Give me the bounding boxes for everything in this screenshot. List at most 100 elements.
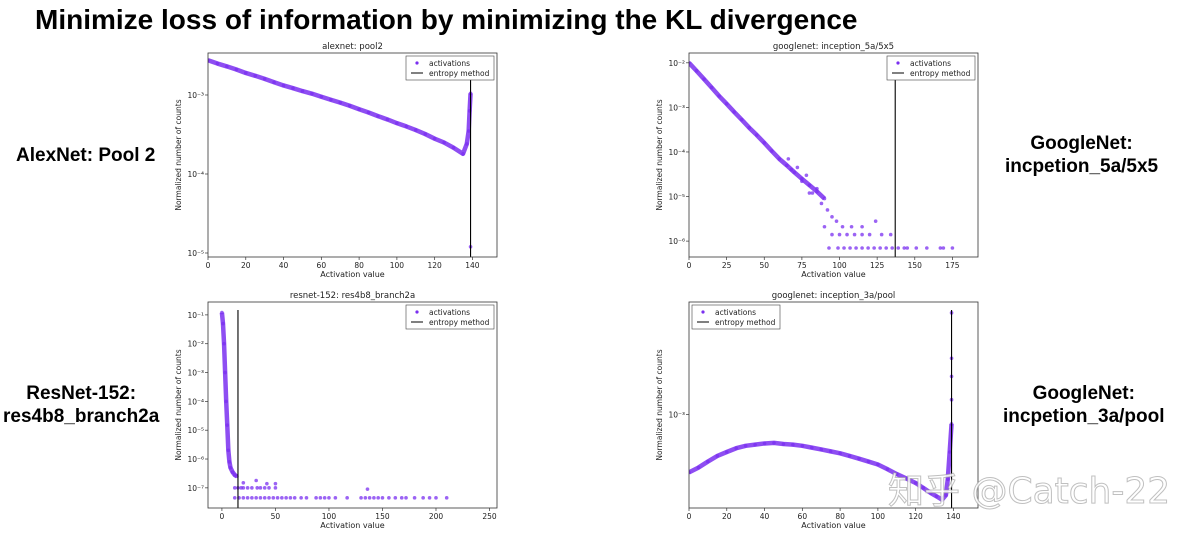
activation-point: [226, 448, 231, 453]
activation-point: [357, 107, 361, 112]
activation-point: [241, 480, 246, 485]
activation-point: [734, 446, 739, 451]
activation-point: [241, 486, 246, 490]
activation-point: [250, 486, 254, 490]
chart-title: alexnet: pool2: [322, 42, 383, 52]
activation-point: [800, 444, 805, 448]
chart-2: googlenet: inception_5a/5x5 Activation va…: [655, 42, 979, 279]
legend-box: [405, 304, 495, 330]
activation-point: [208, 58, 210, 63]
activation-point: [387, 496, 391, 500]
activation-point: [830, 215, 834, 219]
activation-point: [376, 114, 380, 118]
activation-point: [347, 103, 352, 108]
x-tick-label: 50: [759, 261, 769, 270]
activation-point: [224, 399, 228, 404]
activation-point: [291, 86, 295, 90]
activation-point: [232, 486, 237, 490]
x-axis-label: Activation value: [801, 270, 866, 279]
activation-point: [902, 246, 907, 250]
y-tick-label: 10⁻¹: [187, 311, 204, 320]
activation-point: [281, 83, 286, 88]
activation-point: [273, 486, 278, 490]
activation-point: [890, 246, 895, 250]
legend-activations-label: activations: [715, 308, 756, 317]
x-axis-label: Activation value: [320, 270, 385, 279]
activation-point: [807, 191, 812, 195]
x-tick-label: 80: [835, 512, 845, 521]
legend-box: [405, 55, 495, 81]
activation-point: [372, 496, 376, 500]
plot-frame: [207, 301, 498, 509]
plot-frame: [688, 301, 979, 509]
activation-point: [724, 102, 729, 106]
y-tick-label: 10⁻⁴: [187, 170, 204, 179]
activation-point: [461, 152, 465, 156]
y-axis-label: Normalized number of counts: [174, 349, 183, 460]
activation-point: [934, 494, 939, 499]
chart-title: resnet-152: res4b8_branch2a: [290, 291, 415, 301]
activation-point: [940, 497, 944, 502]
activation-point: [395, 121, 399, 125]
activation-point: [854, 246, 858, 250]
label-googlenet-3a: GoogleNet: incpetion_3a/pool: [1003, 382, 1165, 428]
activation-point: [258, 486, 263, 490]
activation-point: [807, 183, 812, 187]
chart-4: googlenet: inception_3a/pool Activation v…: [655, 291, 979, 530]
activation-point: [273, 481, 278, 486]
legend-box: [691, 304, 781, 330]
activation-point: [318, 496, 323, 500]
activation-point: [804, 173, 809, 178]
y-tick-label: 10⁻⁵: [668, 193, 685, 202]
activation-point: [258, 496, 263, 500]
x-tick-label: 100: [390, 261, 405, 270]
activation-point: [363, 496, 368, 500]
activation-point: [762, 441, 767, 446]
activation-point: [328, 97, 333, 102]
activation-point: [827, 246, 831, 250]
activation-point: [267, 496, 271, 500]
activation-point: [914, 246, 919, 250]
activation-point: [896, 246, 901, 250]
activation-point: [255, 486, 260, 490]
activation-point: [393, 496, 398, 500]
activation-point: [464, 142, 469, 146]
label-alexnet-line1: AlexNet: Pool 2: [16, 145, 156, 166]
x-tick-label: 140: [465, 261, 480, 270]
x-tick-label: 140: [946, 512, 961, 521]
legend-entropy-label: entropy method: [910, 69, 971, 78]
activation-point: [696, 465, 701, 470]
legend-activations-label: activations: [429, 308, 470, 317]
legend-box: [886, 55, 976, 81]
label-googlenet-3a-line2: incpetion_3a/pool: [1003, 406, 1165, 427]
label-resnet: ResNet-152: res4b8_branch2a: [3, 382, 159, 428]
x-tick-label: 80: [354, 261, 364, 270]
legend-entropy-label: entropy method: [715, 318, 776, 327]
activation-point: [717, 94, 721, 98]
x-tick-label: 250: [482, 512, 497, 521]
x-tick-label: 0: [687, 512, 692, 521]
legend-entropy-label: entropy method: [429, 318, 490, 327]
x-tick-label: 40: [279, 261, 289, 270]
activation-point: [715, 454, 720, 458]
x-tick-label: 25: [722, 261, 732, 270]
activation-point: [385, 117, 390, 122]
activation-point: [860, 246, 864, 250]
activation-point: [366, 110, 371, 115]
activation-point: [747, 125, 752, 130]
activation-point: [254, 496, 258, 500]
activation-point: [947, 450, 952, 454]
activation-point: [860, 224, 864, 229]
activation-point: [785, 163, 789, 168]
activation-point: [314, 496, 318, 500]
x-tick-label: 100: [832, 261, 847, 270]
activation-point: [442, 140, 446, 145]
activation-point: [810, 191, 815, 195]
x-tick-label: 50: [271, 512, 281, 521]
activation-point: [338, 100, 343, 105]
activation-point: [300, 89, 305, 93]
activation-point: [845, 232, 849, 237]
activation-point: [834, 219, 839, 223]
activation-point: [838, 451, 842, 456]
activation-point: [769, 149, 774, 153]
